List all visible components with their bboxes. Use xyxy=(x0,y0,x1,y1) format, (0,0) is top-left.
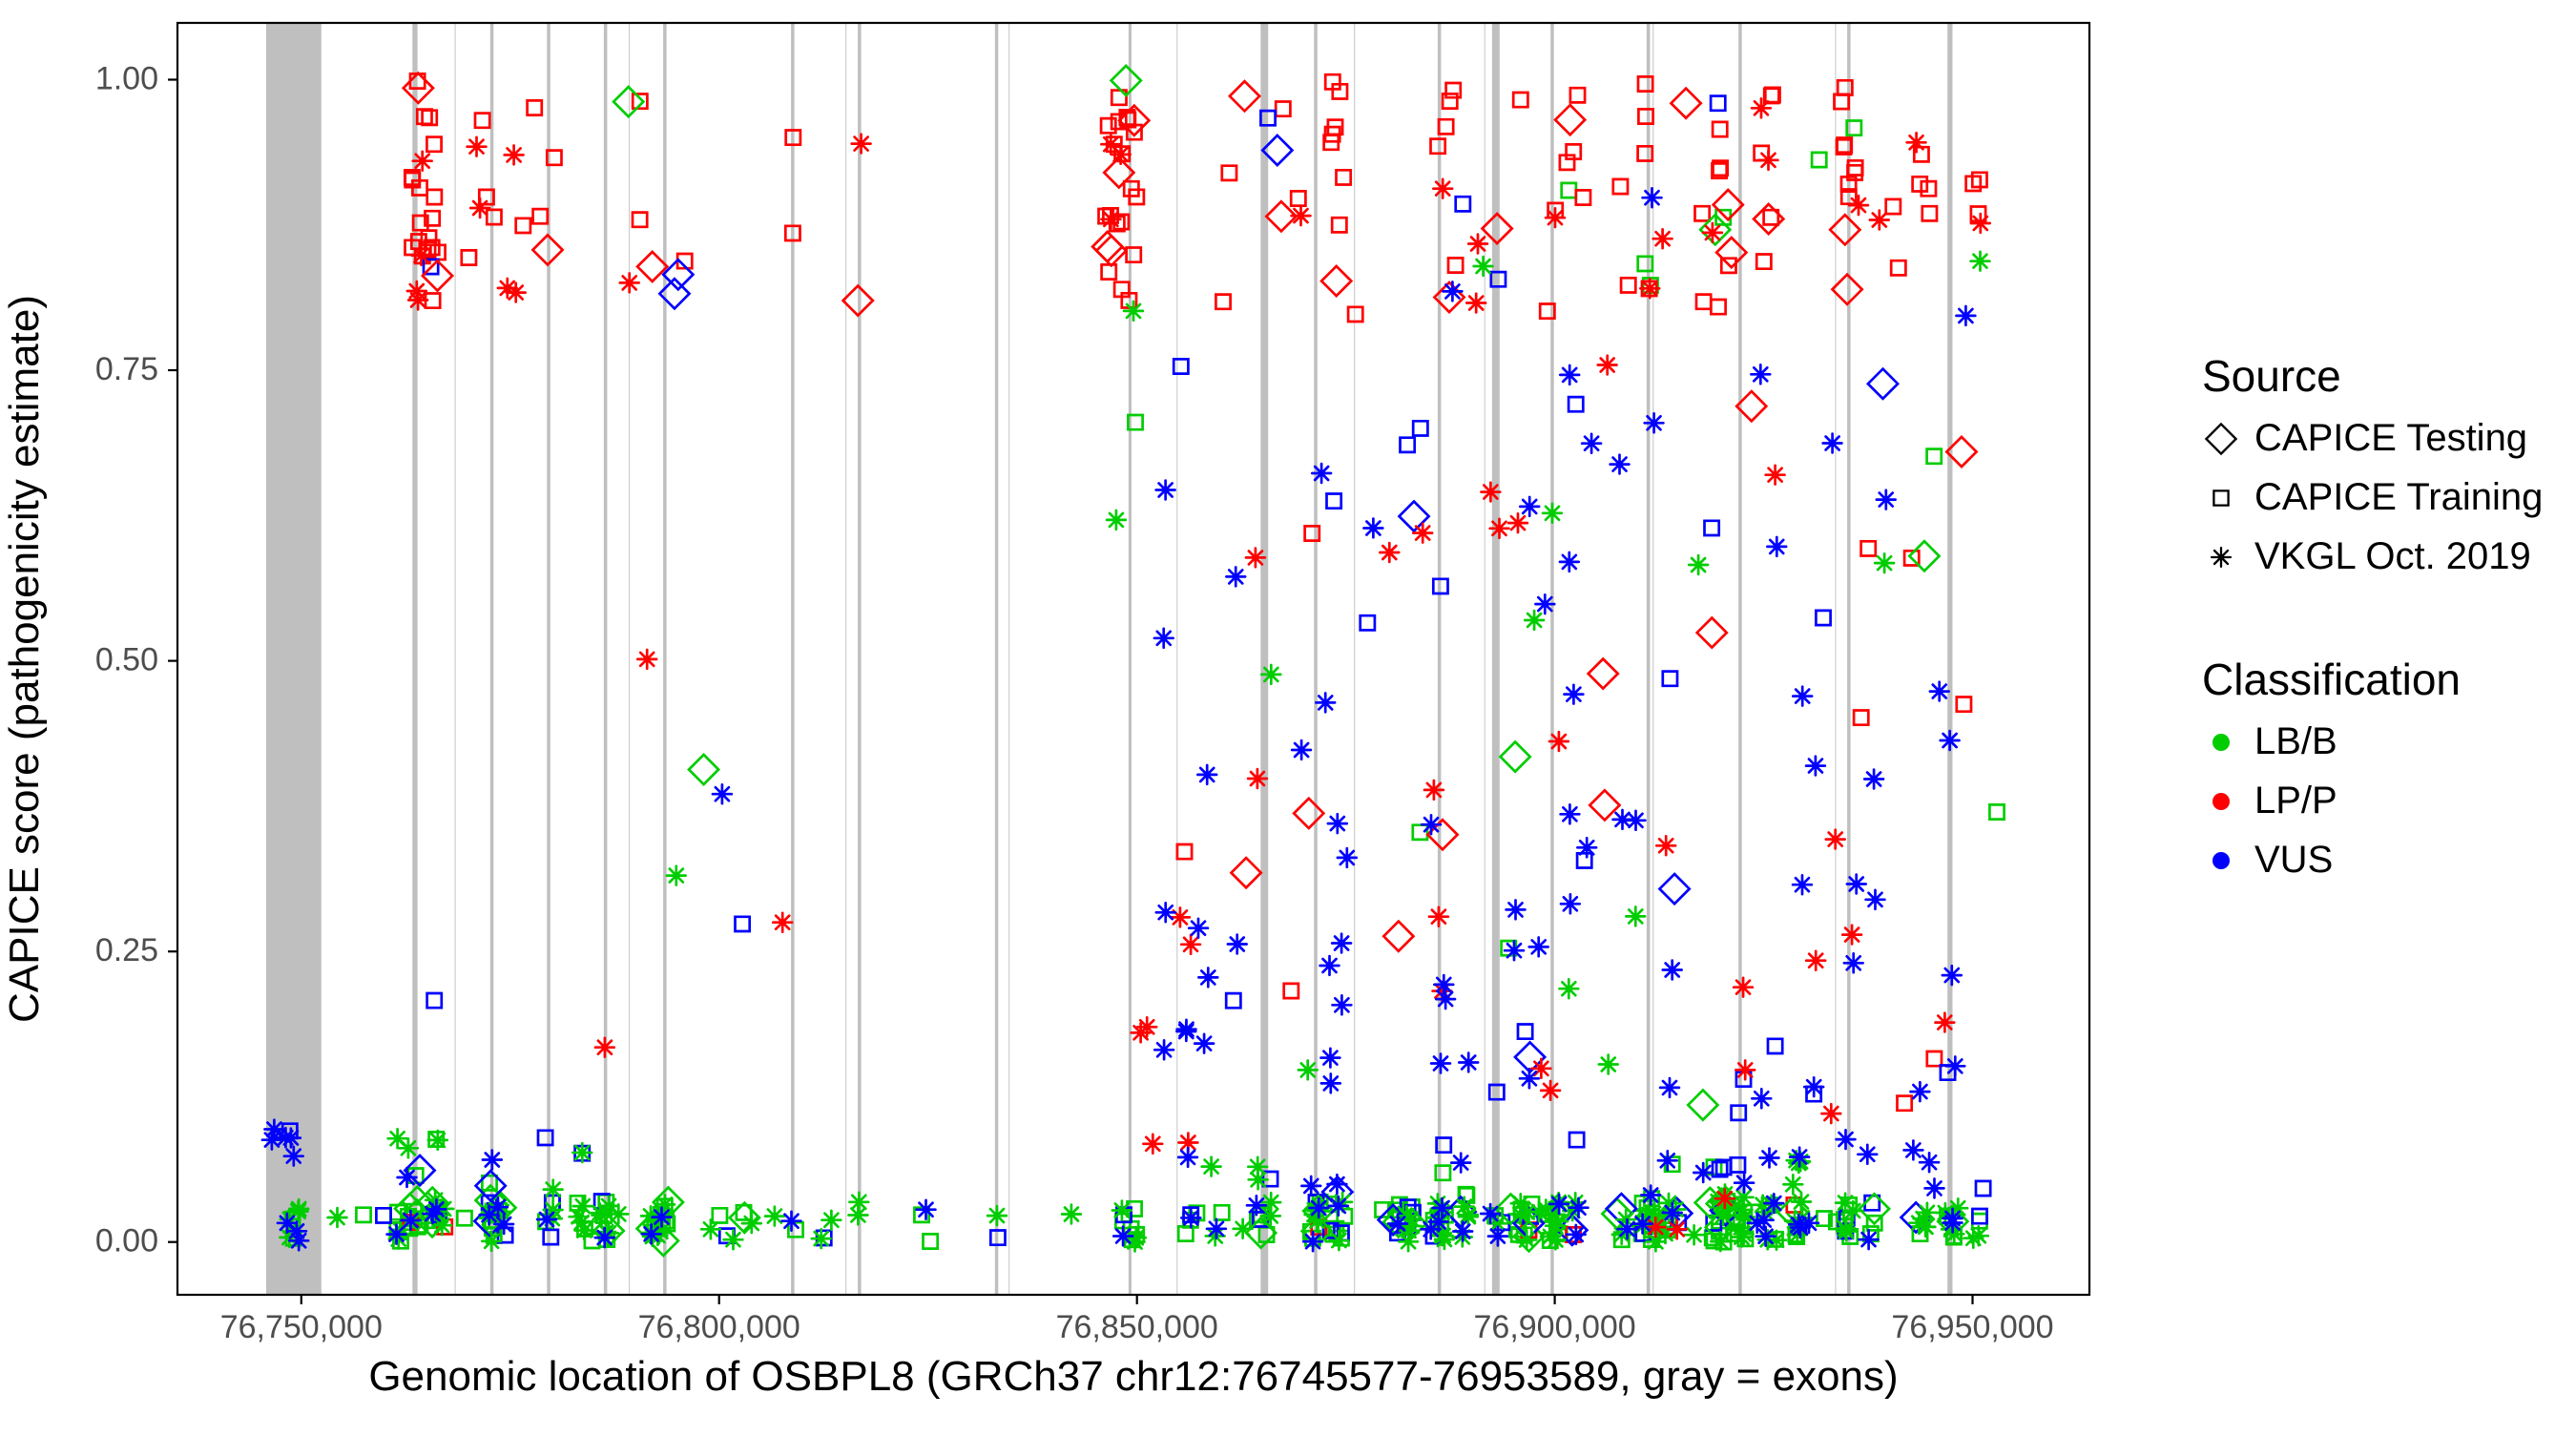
svg-text:VKGL Oct. 2019: VKGL Oct. 2019 xyxy=(2254,535,2531,577)
svg-text:CAPICE Training: CAPICE Training xyxy=(2254,476,2543,518)
svg-text:76,900,000: 76,900,000 xyxy=(1474,1309,1636,1345)
svg-text:LP/P: LP/P xyxy=(2254,780,2337,822)
svg-text:0.50: 0.50 xyxy=(95,642,158,678)
svg-text:CAPICE Testing: CAPICE Testing xyxy=(2254,417,2527,459)
svg-text:1.00: 1.00 xyxy=(95,61,158,97)
svg-text:0.75: 0.75 xyxy=(95,351,158,387)
svg-text:76,800,000: 76,800,000 xyxy=(638,1309,800,1345)
svg-text:LB/B: LB/B xyxy=(2254,720,2337,762)
svg-text:Classification: Classification xyxy=(2202,655,2461,704)
svg-text:Genomic location of OSBPL8 (GR: Genomic location of OSBPL8 (GRCh37 chr12… xyxy=(368,1353,1898,1400)
svg-text:CAPICE score (pathogenicity es: CAPICE score (pathogenicity estimate) xyxy=(1,295,48,1023)
svg-text:Source: Source xyxy=(2202,351,2341,401)
svg-text:76,850,000: 76,850,000 xyxy=(1056,1309,1218,1345)
svg-text:0.25: 0.25 xyxy=(95,932,158,968)
svg-text:76,950,000: 76,950,000 xyxy=(1891,1309,2053,1345)
svg-text:76,750,000: 76,750,000 xyxy=(220,1309,383,1345)
svg-text:0.00: 0.00 xyxy=(95,1223,158,1259)
svg-text:VUS: VUS xyxy=(2254,839,2333,881)
